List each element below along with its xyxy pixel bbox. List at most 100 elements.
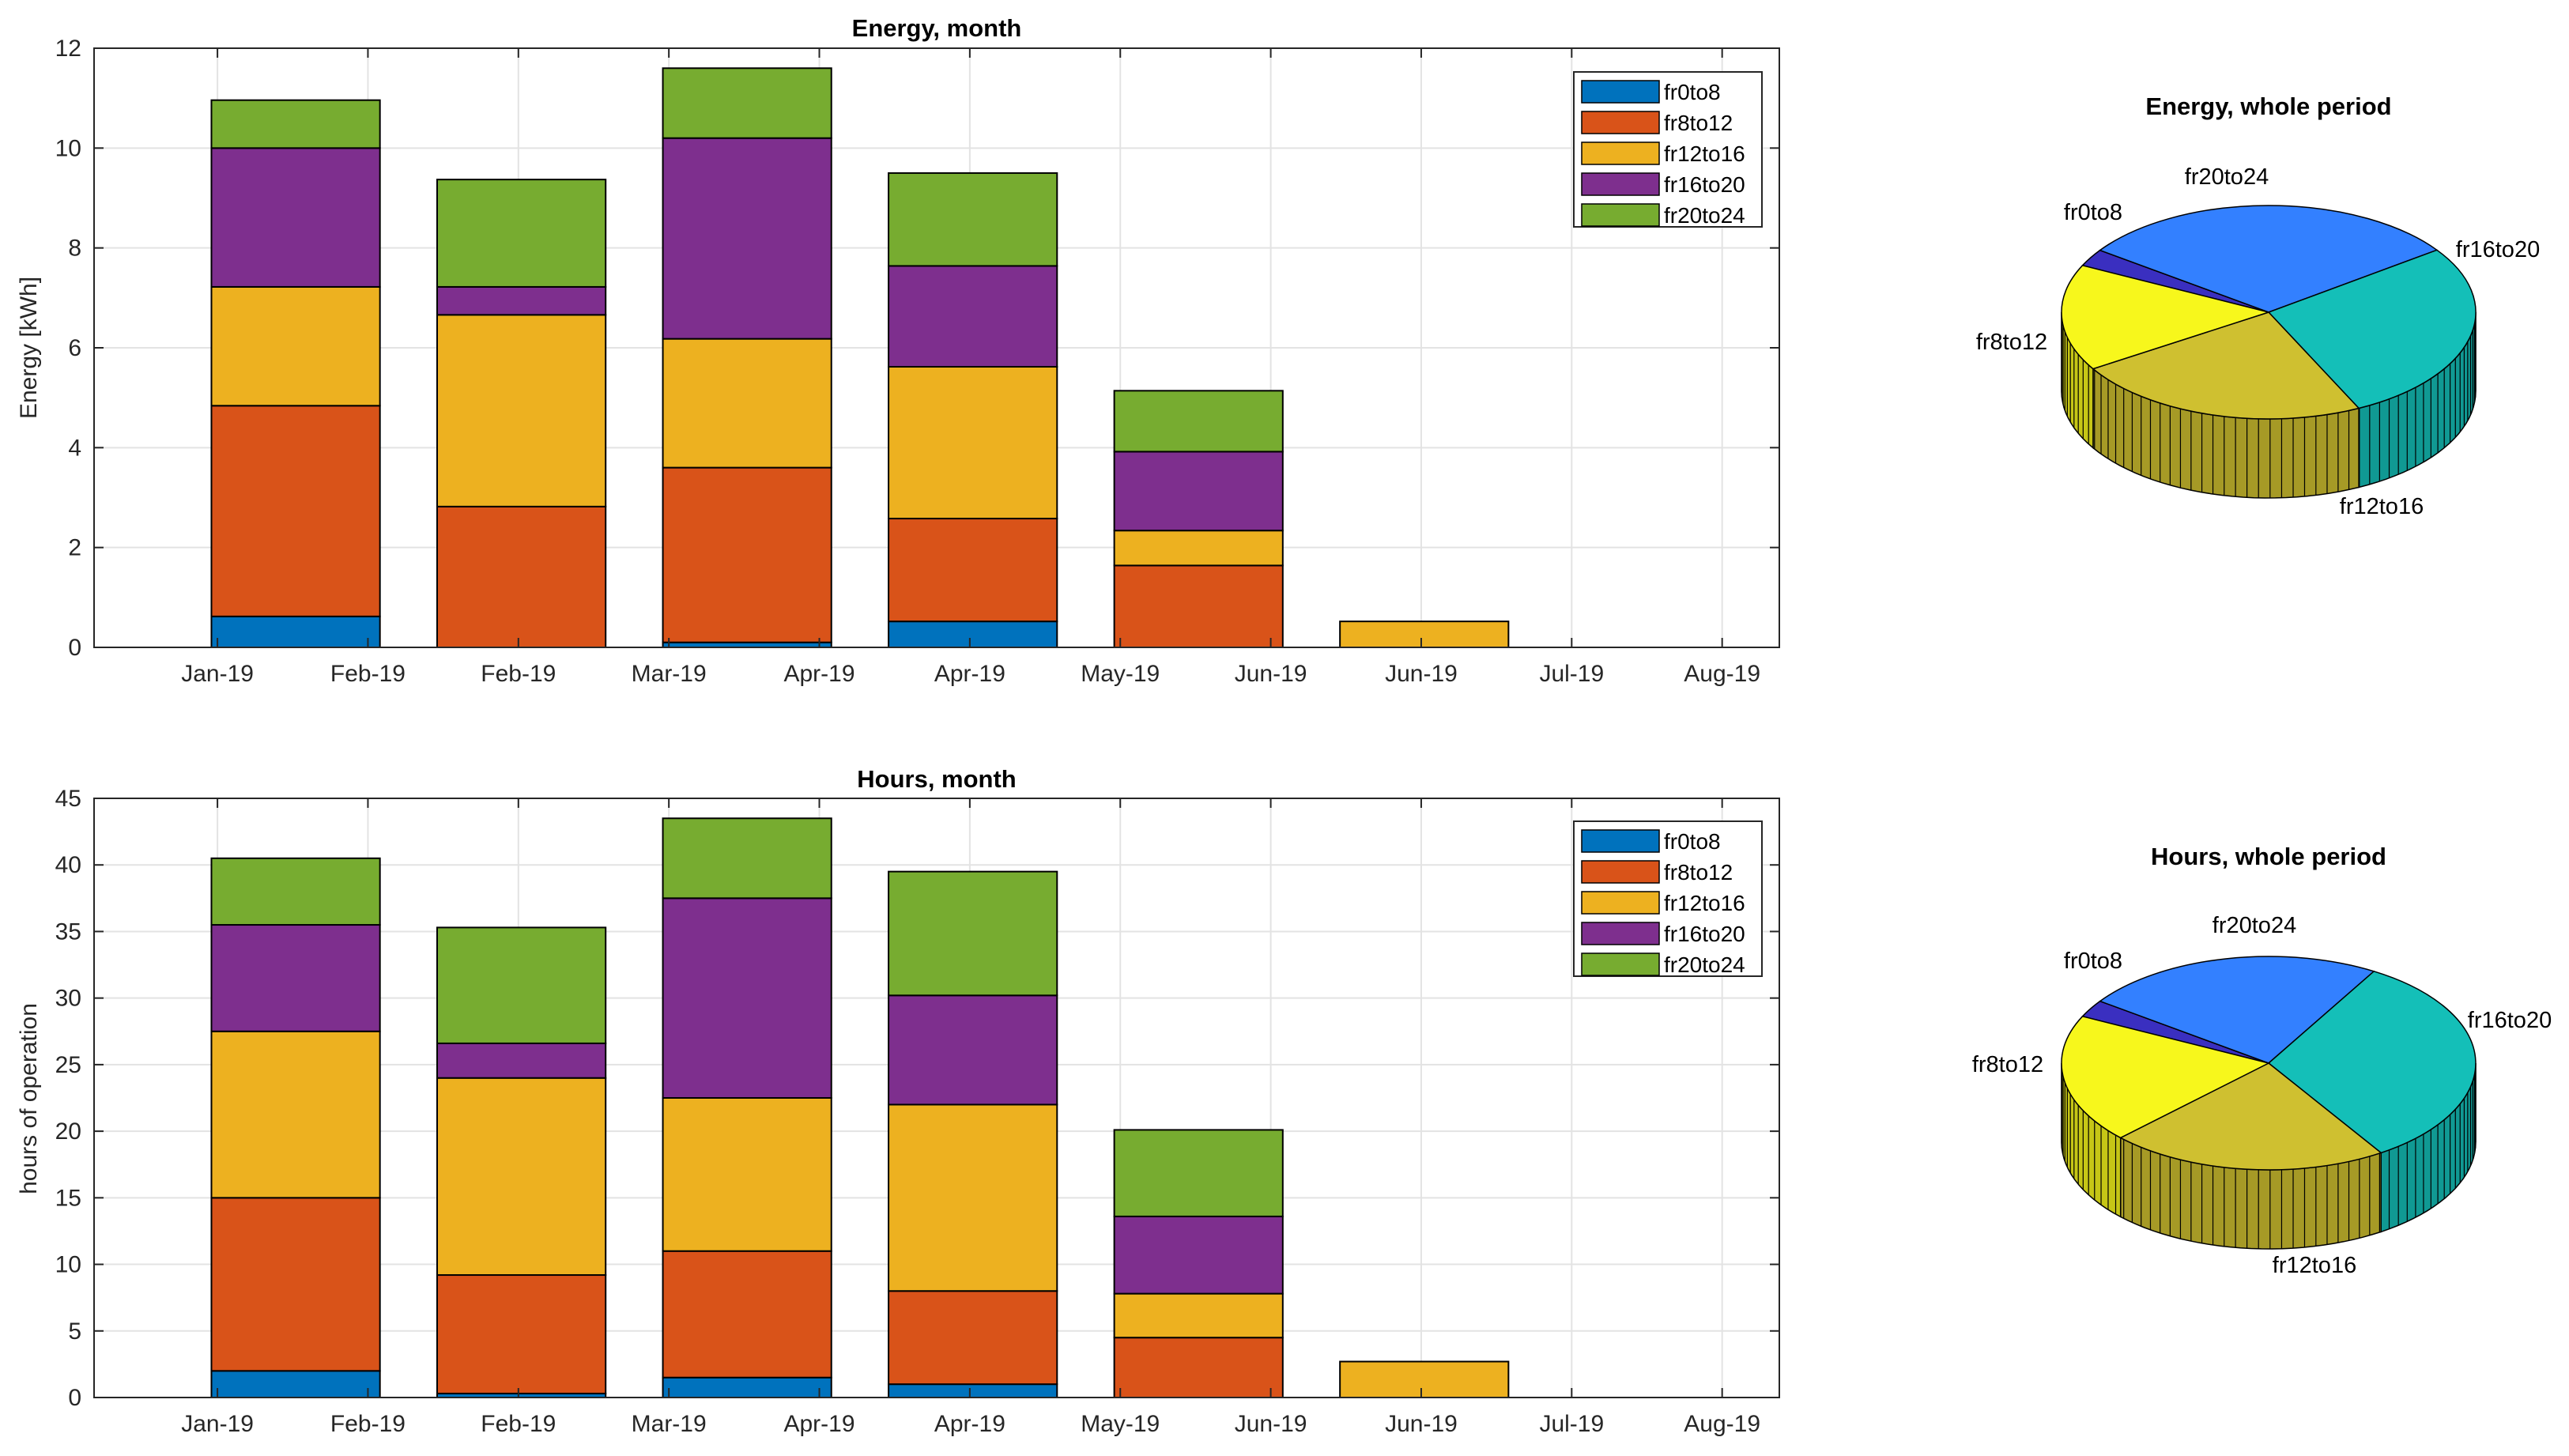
slice-label-fr8to12: fr8to12: [1972, 1052, 2043, 1077]
bar-may-2019-fr16to20: [1113, 1215, 1284, 1295]
legend: fr0to8 fr8to12 fr12to16 fr16to20 fr20to24: [1573, 820, 1763, 977]
x-tick-label: Jun-19: [1235, 1411, 1307, 1437]
chart-title: Hours, whole period: [2151, 843, 2386, 870]
legend-label-fr12to16: fr12to16: [1664, 141, 1745, 166]
y-tick-label: 5: [68, 1318, 81, 1345]
x-tick-label: Apr-19: [934, 661, 1005, 687]
bar-jan-2019-fr8to12: [210, 1197, 381, 1372]
x-tick-label: Aug-19: [1684, 1411, 1760, 1437]
y-tick-label: 15: [55, 1185, 81, 1211]
y-tick-label: 10: [55, 1252, 81, 1278]
axes-box: [93, 798, 1780, 1398]
x-tick-label: Apr-19: [783, 1411, 854, 1437]
bar-mar-2019-fr12to16: [662, 1097, 832, 1252]
x-tick-label: Jul-19: [1539, 661, 1604, 687]
y-tick-label: 20: [55, 1118, 81, 1145]
slice-label-fr12to16: fr12to16: [2273, 1253, 2356, 1278]
hours-whole-period-chart: Hours, whole period fr0to8 fr8to12 fr12t…: [1972, 843, 2552, 1278]
x-tick-label: Mar-19: [632, 661, 707, 687]
pie-slice-fr12to16: [2267, 970, 2477, 1154]
x-tick-label: Jun-19: [1235, 661, 1307, 687]
slice-label-fr8to12: fr8to12: [1976, 330, 2047, 355]
bar-apr-2019-fr16to20: [888, 994, 1058, 1106]
x-tick-labels: Jan-19 Feb-19 Feb-19 Mar-19 Apr-19 Apr-19 May-…: [181, 798, 1760, 1437]
y-tick-label: 40: [55, 852, 81, 878]
bar-apr-2019-fr8to12: [888, 518, 1058, 623]
pie-slice-fr12to16: [2267, 249, 2477, 409]
bar-jan-2019-fr16to20: [210, 147, 381, 288]
bar-jun-2019-fr12to16: [1339, 1360, 1510, 1399]
slice-label-fr0to8: fr0to8: [2064, 949, 2122, 974]
hours-month-chart: 0 5 10 15 20 25 30 35 40 45 Jan-19 Feb-19 Feb-19 Mar…: [16, 765, 1780, 1437]
y-tick-labels: 0 2 4 6 8 10 12: [55, 36, 1779, 661]
legend-label-fr8to12: fr8to12: [1664, 860, 1733, 885]
bar-apr-2019-fr12to16: [888, 366, 1058, 520]
x-tick-label: May-19: [1081, 661, 1160, 687]
bar-may-2019-fr12to16: [1113, 1292, 1284, 1339]
bar-mar-2019-fr0to8: [662, 1376, 832, 1398]
pie-slice-fr8to12: [2099, 956, 2375, 1064]
bar-apr-2019-fr0to8: [888, 1383, 1058, 1398]
pie-labels: fr0to8 fr8to12 fr12to16 fr16to20 fr20to2…: [1976, 164, 2540, 519]
pie: [2061, 205, 2477, 499]
pie-slice-fr8to12: [2099, 205, 2439, 313]
bar-mar-2019-fr16to20: [662, 137, 832, 340]
slice-label-fr12to16: fr12to16: [2340, 494, 2424, 519]
bars: [210, 67, 1510, 649]
bar-mar-2019-fr12to16: [662, 338, 832, 469]
legend-swatch-fr16to20: [1581, 922, 1660, 945]
bar-feb-2019-fr12to16: [436, 1077, 607, 1277]
y-tick-label: 0: [68, 635, 81, 661]
x-tick-label: Feb-19: [330, 1411, 406, 1437]
bar-may-2019-fr8to12: [1113, 564, 1284, 649]
legend-label-fr20to24: fr20to24: [1664, 952, 1745, 977]
chart-title: Energy, whole period: [2145, 92, 2391, 120]
bar-may-2019-fr8to12: [1113, 1337, 1284, 1398]
bar-feb-2019-fr20to24: [436, 926, 607, 1044]
x-tick-label: Apr-19: [783, 661, 854, 687]
legend-swatch-fr20to24: [1581, 203, 1660, 227]
bar-jan-2019-fr12to16: [210, 1030, 381, 1199]
bar-feb-2019-fr8to12: [436, 505, 607, 648]
y-tick-labels: 0 5 10 15 20 25 30 35 40 45: [55, 786, 1779, 1411]
pie-slice-fr16to20: [2092, 311, 2360, 420]
bar-apr-2019-fr8to12: [888, 1290, 1058, 1386]
y-tick-label: 4: [68, 435, 81, 461]
bar-may-2019-fr12to16: [1113, 530, 1284, 567]
legend-swatch-fr12to16: [1581, 891, 1660, 915]
x-tick-label: Jun-19: [1385, 1411, 1458, 1437]
bar-mar-2019-fr20to24: [662, 817, 832, 900]
y-axis-label: hours of operation: [16, 1003, 42, 1194]
legend-label-fr16to20: fr16to20: [1664, 172, 1745, 197]
bar-feb-2019-fr16to20: [436, 1042, 607, 1079]
x-tick-labels: Jan-19 Feb-19 Feb-19 Mar-19 Apr-19 Apr-19 May-…: [181, 48, 1760, 687]
bar-jan-2019-fr8to12: [210, 405, 381, 617]
bar-feb-2019-fr20to24: [436, 179, 607, 288]
legend-swatch-fr8to12: [1581, 860, 1660, 884]
bar-mar-2019-fr16to20: [662, 897, 832, 1100]
legend-swatch-fr8to12: [1581, 111, 1660, 134]
pie-slice-fr20to24: [2061, 1015, 2271, 1139]
slice-label-fr0to8: fr0to8: [2064, 200, 2122, 225]
bar-jan-2019-fr0to8: [210, 615, 381, 649]
y-axis-label: Energy [kWh]: [16, 277, 42, 419]
bars: [210, 817, 1510, 1399]
x-tick-label: Apr-19: [934, 1411, 1005, 1437]
bar-jan-2019-fr20to24: [210, 99, 381, 149]
x-tick-label: Jul-19: [1539, 1411, 1604, 1437]
x-tick-label: Feb-19: [481, 1411, 556, 1437]
slice-label-fr20to24: fr20to24: [2213, 913, 2296, 938]
slice-label-fr16to20: fr16to20: [2456, 237, 2540, 262]
y-tick-label: 35: [55, 918, 81, 945]
y-tick-label: 6: [68, 335, 81, 361]
legend-swatch-fr20to24: [1581, 952, 1660, 976]
y-tick-label: 25: [55, 1052, 81, 1078]
bar-apr-2019-fr16to20: [888, 265, 1058, 368]
bar-feb-2019-fr8to12: [436, 1274, 607, 1394]
bar-apr-2019-fr0to8: [888, 620, 1058, 648]
legend-swatch-fr0to8: [1581, 829, 1660, 853]
pie: [2061, 956, 2477, 1250]
x-tick-label: May-19: [1081, 1411, 1160, 1437]
x-tick-label: Aug-19: [1684, 661, 1760, 687]
